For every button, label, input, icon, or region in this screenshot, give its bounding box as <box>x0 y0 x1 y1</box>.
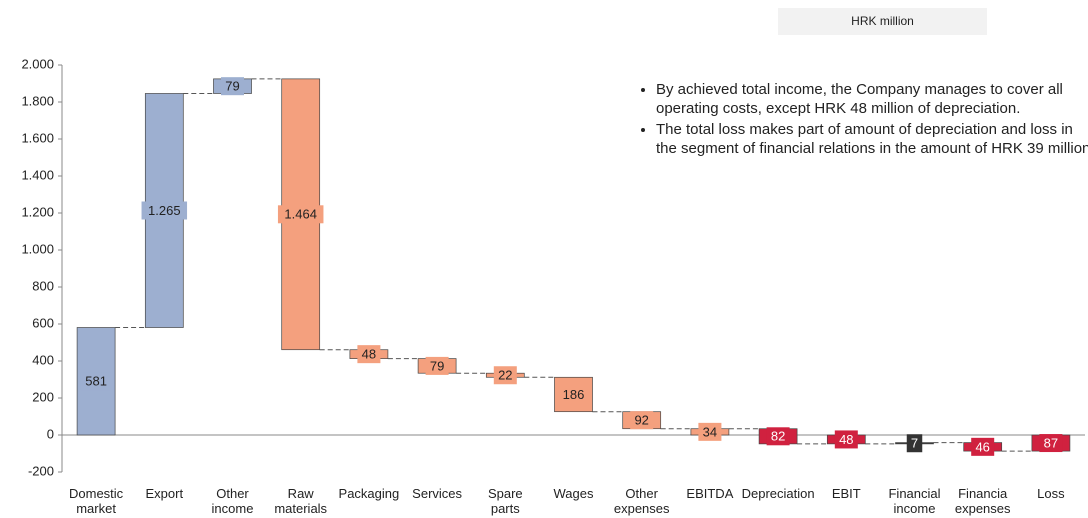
value-label: 7 <box>911 436 918 451</box>
value-label: 46 <box>975 439 989 454</box>
x-tick-label: EBIT <box>831 486 861 501</box>
label-box <box>277 205 324 224</box>
x-tick-label: Raw materials <box>274 486 328 516</box>
y-tick-label: 400 <box>32 352 54 367</box>
y-tick-label: 0 <box>47 426 54 441</box>
label-box <box>357 345 381 364</box>
y-tick-label: 600 <box>32 315 54 330</box>
label-box <box>698 422 722 441</box>
y-tick-label: 200 <box>32 389 54 404</box>
x-tick-label: Depreciation <box>741 486 815 501</box>
value-label: 581 <box>85 374 107 389</box>
x-tick-label: Other income <box>211 486 254 516</box>
label-box <box>493 366 517 385</box>
x-tick-label: Export <box>145 486 184 501</box>
x-tick-label: Services <box>412 486 463 501</box>
y-tick-label: -200 <box>28 463 54 478</box>
y-tick-label: 1.200 <box>21 204 54 219</box>
label-box <box>834 430 858 449</box>
x-tick-label: Other expenses <box>613 486 670 516</box>
y-tick-label: 800 <box>32 278 54 293</box>
note: By achieved total income, the Company ma… <box>656 80 1088 118</box>
label-box <box>558 385 589 404</box>
value-label: 48 <box>839 432 853 447</box>
x-tick-label: Wages <box>553 486 594 501</box>
label-box <box>80 372 112 391</box>
value-label: 48 <box>362 347 376 362</box>
notes: By achieved total income, the Company ma… <box>628 80 1088 160</box>
x-tick-label: Domestic market <box>69 486 124 516</box>
label-box <box>766 427 790 446</box>
y-tick-label: 1.000 <box>21 241 54 256</box>
value-label: 82 <box>771 429 785 444</box>
value-label: 1.464 <box>284 207 317 222</box>
value-label: 22 <box>498 368 512 383</box>
y-tick-label: 1.600 <box>21 130 54 145</box>
label-box <box>141 201 188 220</box>
y-tick-label: 1.400 <box>21 167 54 182</box>
label-box <box>221 77 244 96</box>
value-label: 79 <box>225 79 239 94</box>
label-box <box>971 437 995 456</box>
x-tick-label: Financia expenses <box>954 486 1011 516</box>
x-tick-label: Financial income <box>888 486 941 516</box>
label-box <box>425 356 449 375</box>
value-label: 87 <box>1044 435 1058 450</box>
unit-label: HRK million <box>778 8 987 35</box>
label-box <box>1039 434 1063 453</box>
x-tick-label: EBITDA <box>686 486 734 501</box>
value-label: 79 <box>430 358 444 373</box>
value-label: 186 <box>563 387 585 402</box>
y-tick-label: 2.000 <box>21 56 54 71</box>
x-tick-label: Loss <box>1037 486 1065 501</box>
label-box <box>906 434 923 453</box>
x-tick-label: Packaging <box>338 486 400 501</box>
x-tick-label: Spare parts <box>487 486 523 516</box>
value-label: 34 <box>703 424 717 439</box>
value-label: 92 <box>634 413 648 428</box>
y-tick-label: 1.800 <box>21 93 54 108</box>
label-box <box>630 411 654 430</box>
note: The total loss makes part of amount of d… <box>656 120 1088 158</box>
value-label: 1.265 <box>148 203 181 218</box>
